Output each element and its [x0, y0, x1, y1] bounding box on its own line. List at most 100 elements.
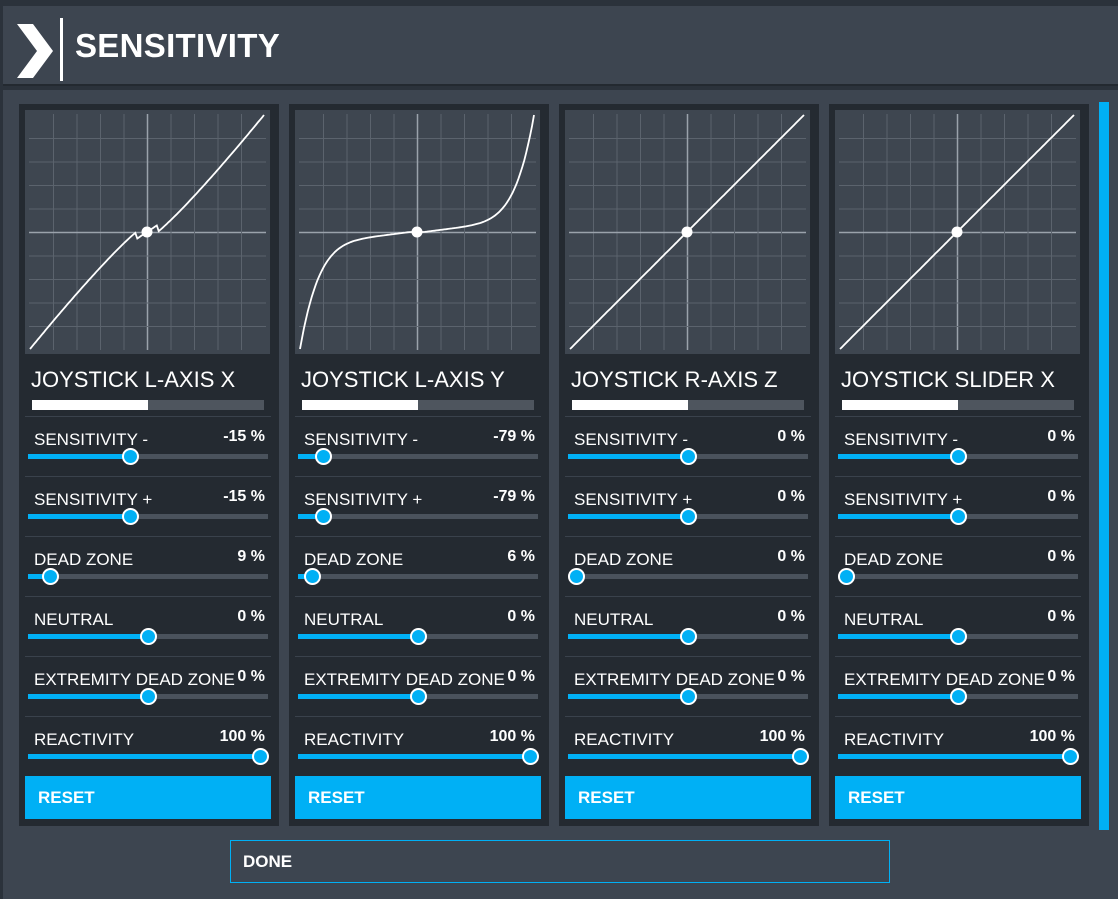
setting-label: REACTIVITY [34, 730, 135, 749]
done-button[interactable]: DONE [230, 840, 890, 883]
slider-fill [838, 454, 958, 459]
slider-handle[interactable] [410, 688, 427, 705]
scrollbar[interactable] [1099, 102, 1109, 830]
setting-row: REACTIVITY 100 % [295, 716, 541, 774]
slider-fill [568, 514, 688, 519]
setting-slider[interactable] [838, 688, 1078, 705]
response-curve-svg [29, 114, 266, 350]
setting-slider[interactable] [568, 508, 808, 525]
reset-button[interactable]: RESET [835, 776, 1081, 819]
setting-label: REACTIVITY [574, 730, 675, 749]
setting-label: SENSITIVITY - [304, 430, 418, 449]
response-curve-svg [839, 114, 1076, 350]
setting-value: 0 % [237, 668, 265, 685]
slider-handle[interactable] [304, 568, 322, 585]
back-chevron-icon[interactable] [15, 22, 55, 80]
slider-fill [28, 754, 268, 759]
axis-name: JOYSTICK SLIDER X [841, 367, 1055, 392]
setting-slider[interactable] [298, 568, 538, 585]
slider-handle[interactable] [680, 508, 697, 525]
slider-handle[interactable] [838, 568, 856, 585]
reset-button[interactable]: RESET [565, 776, 811, 819]
setting-label: NEUTRAL [574, 610, 654, 629]
setting-value: 0 % [1047, 608, 1075, 625]
setting-slider[interactable] [838, 628, 1078, 645]
slider-handle[interactable] [140, 688, 157, 705]
setting-value: 0 % [777, 548, 805, 565]
setting-value: 0 % [1047, 548, 1075, 565]
setting-slider[interactable] [28, 688, 268, 705]
setting-slider[interactable] [298, 748, 539, 765]
setting-value: 0 % [777, 488, 805, 505]
slider-handle[interactable] [410, 628, 427, 645]
axes-panel: JOYSTICK L-AXIS X SENSITIVITY - -15 % SENSI… [3, 90, 1118, 899]
setting-row: SENSITIVITY + 0 % [835, 476, 1081, 534]
slider-handle[interactable] [950, 628, 967, 645]
setting-label: EXTREMITY DEAD ZONE [304, 670, 505, 689]
slider-handle[interactable] [950, 688, 967, 705]
setting-value: 0 % [777, 608, 805, 625]
slider-handle[interactable] [568, 568, 586, 585]
setting-slider[interactable] [838, 748, 1079, 765]
axis-card: JOYSTICK L-AXIS Y SENSITIVITY - -79 % SENSI… [289, 104, 549, 826]
setting-label: SENSITIVITY + [574, 490, 693, 509]
setting-slider[interactable] [568, 628, 808, 645]
slider-handle[interactable] [122, 448, 139, 465]
slider-fill [28, 454, 130, 459]
setting-slider[interactable] [28, 568, 268, 585]
setting-label: SENSITIVITY + [844, 490, 963, 509]
page-title: SENSITIVITY [75, 27, 281, 64]
slider-handle[interactable] [140, 628, 157, 645]
slider-handle[interactable] [315, 508, 333, 525]
reset-button[interactable]: RESET [295, 776, 541, 819]
slider-fill [298, 754, 538, 759]
setting-slider[interactable] [838, 448, 1078, 465]
setting-value: 0 % [237, 608, 265, 625]
slider-handle[interactable] [680, 628, 697, 645]
axis-input-indicator [572, 400, 804, 410]
setting-slider[interactable] [28, 748, 269, 765]
setting-row: SENSITIVITY + 0 % [565, 476, 811, 534]
slider-handle[interactable] [41, 568, 59, 585]
setting-slider[interactable] [28, 628, 268, 645]
setting-row: SENSITIVITY - -15 % [25, 416, 271, 474]
setting-value: 100 % [1029, 728, 1075, 745]
slider-handle[interactable] [791, 748, 809, 765]
slider-handle[interactable] [122, 508, 139, 525]
setting-row: SENSITIVITY - -79 % [295, 416, 541, 474]
slider-handle[interactable] [680, 688, 697, 705]
response-curve-graph [295, 110, 540, 354]
slider-handle[interactable] [950, 508, 967, 525]
setting-slider[interactable] [568, 448, 808, 465]
setting-slider[interactable] [568, 688, 808, 705]
setting-row: NEUTRAL 0 % [295, 596, 541, 654]
setting-value: -79 % [493, 488, 535, 505]
setting-slider[interactable] [298, 688, 538, 705]
reset-button[interactable]: RESET [25, 776, 271, 819]
slider-handle[interactable] [521, 748, 539, 765]
slider-handle[interactable] [315, 448, 333, 465]
setting-slider[interactable] [568, 748, 809, 765]
slider-handle[interactable] [680, 448, 697, 465]
slider-handle[interactable] [251, 748, 269, 765]
slider-fill [838, 754, 1078, 759]
setting-slider[interactable] [28, 448, 268, 465]
setting-label: NEUTRAL [844, 610, 924, 629]
axis-input-indicator [32, 400, 264, 410]
axis-name: JOYSTICK R-AXIS Z [571, 367, 778, 392]
setting-label: NEUTRAL [304, 610, 384, 629]
setting-slider[interactable] [298, 628, 538, 645]
setting-slider[interactable] [298, 448, 538, 465]
setting-value: 9 % [237, 548, 265, 565]
setting-value: 0 % [507, 668, 535, 685]
setting-slider[interactable] [838, 508, 1078, 525]
setting-row: SENSITIVITY - 0 % [835, 416, 1081, 474]
setting-row: DEAD ZONE 6 % [295, 536, 541, 594]
setting-slider[interactable] [838, 568, 1078, 585]
setting-slider[interactable] [298, 508, 538, 525]
setting-slider[interactable] [568, 568, 808, 585]
slider-handle[interactable] [1061, 748, 1079, 765]
slider-handle[interactable] [950, 448, 967, 465]
setting-row: EXTREMITY DEAD ZONE 0 % [25, 656, 271, 714]
setting-slider[interactable] [28, 508, 268, 525]
